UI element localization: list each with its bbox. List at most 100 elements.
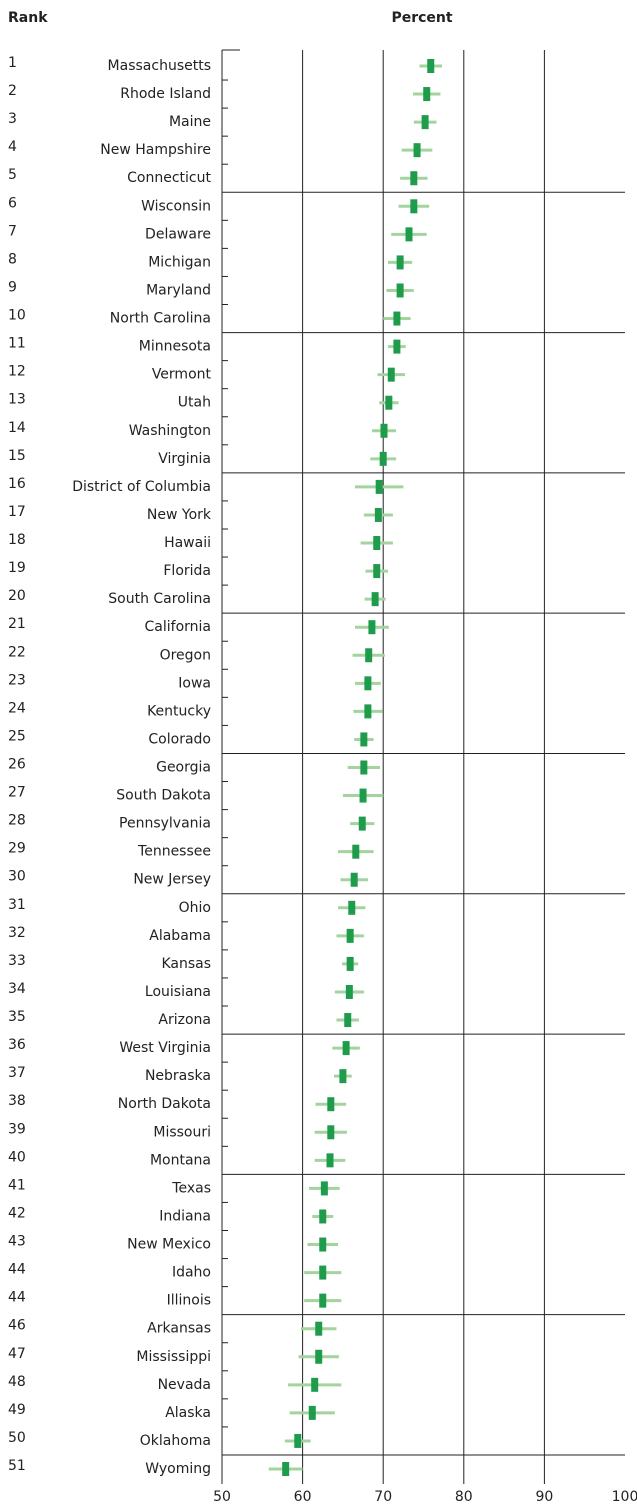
rank-label: 38: [8, 1093, 26, 1109]
rank-label: 22: [8, 644, 26, 660]
estimate-marker: [315, 1349, 323, 1364]
state-label: Georgia: [156, 760, 211, 776]
estimate-marker: [360, 732, 368, 747]
estimate-marker: [282, 1462, 290, 1476]
estimate-marker: [421, 115, 429, 130]
rank-label: 17: [8, 504, 26, 520]
estimate-marker: [396, 255, 404, 270]
estimate-marker: [326, 1153, 334, 1168]
estimate-marker: [413, 143, 421, 158]
rank-label: 18: [8, 532, 26, 548]
state-label: Arizona: [158, 1012, 211, 1028]
rank-label: 27: [8, 785, 26, 801]
state-label: Wisconsin: [141, 198, 211, 214]
estimate-marker: [359, 788, 367, 803]
estimate-marker: [375, 479, 383, 494]
rank-label: 3: [8, 111, 17, 127]
state-label: Kentucky: [147, 703, 211, 719]
x-tick-label: 80: [455, 1489, 473, 1505]
estimate-marker: [396, 283, 404, 298]
estimate-marker: [319, 1293, 327, 1308]
estimate-marker: [423, 87, 431, 102]
state-label: Idaho: [172, 1265, 211, 1281]
rank-label: 34: [8, 981, 26, 997]
state-label: California: [145, 619, 211, 635]
estimate-marker: [410, 171, 418, 186]
rank-label: 2: [8, 83, 17, 99]
rank-label: 33: [8, 953, 26, 969]
estimate-marker: [294, 1433, 302, 1448]
estimate-marker: [380, 423, 388, 438]
state-label: New Jersey: [133, 872, 211, 888]
estimate-marker: [368, 620, 376, 635]
state-label: Florida: [163, 563, 211, 579]
estimate-marker: [344, 1013, 352, 1028]
estimate-marker: [360, 760, 368, 775]
rank-label: 39: [8, 1121, 26, 1137]
state-label: South Carolina: [108, 591, 211, 607]
estimate-marker: [345, 984, 353, 999]
rank-label: 41: [8, 1177, 26, 1193]
x-tick-label: 60: [294, 1489, 312, 1505]
rank-label: 26: [8, 757, 26, 773]
state-label: South Dakota: [116, 788, 211, 804]
state-label: West Virginia: [119, 1040, 211, 1056]
rank-label: 19: [8, 560, 26, 576]
state-label: Texas: [171, 1180, 211, 1196]
rank-label: 28: [8, 813, 26, 829]
rank-label: 46: [8, 1318, 26, 1334]
rank-label: 40: [8, 1149, 26, 1165]
state-label: Pennsylvania: [119, 816, 211, 832]
state-label: Wyoming: [145, 1461, 211, 1477]
state-label: North Carolina: [110, 311, 211, 327]
rank-label: 51: [8, 1458, 26, 1474]
rank-label: 49: [8, 1402, 26, 1418]
estimate-marker: [319, 1209, 327, 1224]
state-label: Ohio: [179, 900, 211, 916]
state-label: Kansas: [161, 956, 211, 972]
x-tick-label: 50: [213, 1489, 231, 1505]
estimate-marker: [410, 199, 418, 214]
rank-label: 5: [8, 167, 17, 183]
rank-label: 35: [8, 1009, 26, 1025]
estimate-marker: [319, 1237, 327, 1252]
estimate-marker: [311, 1377, 319, 1392]
estimate-marker: [374, 507, 382, 522]
state-label: Iowa: [178, 675, 211, 691]
state-label: Washington: [129, 423, 211, 439]
rank-label: 10: [8, 308, 26, 324]
rank-label: 24: [8, 700, 26, 716]
rank-label: 50: [8, 1430, 26, 1446]
rank-label: 44: [8, 1290, 26, 1306]
state-label: Montana: [150, 1152, 211, 1168]
estimate-marker: [315, 1321, 323, 1336]
state-label: Colorado: [148, 731, 211, 747]
rank-label: 13: [8, 392, 26, 408]
rank-label: 43: [8, 1234, 26, 1250]
state-label: Delaware: [145, 226, 211, 242]
estimate-marker: [373, 564, 381, 579]
estimate-marker: [327, 1097, 335, 1112]
rank-label: 12: [8, 364, 26, 380]
rank-label: 7: [8, 223, 17, 239]
state-label: Oregon: [160, 647, 211, 663]
rank-label: 4: [8, 139, 17, 155]
estimate-marker: [339, 1069, 347, 1084]
state-label: Hawaii: [164, 535, 211, 551]
state-label: Indiana: [159, 1208, 211, 1224]
state-label: New Mexico: [127, 1237, 211, 1253]
estimate-marker: [348, 900, 356, 915]
state-label: Utah: [178, 395, 211, 411]
rank-label: 8: [8, 251, 17, 267]
state-label: Vermont: [152, 367, 212, 383]
estimate-marker: [346, 956, 354, 971]
estimate-marker: [352, 844, 360, 859]
estimate-marker: [365, 648, 373, 663]
rank-label: 29: [8, 841, 26, 857]
estimate-marker: [350, 872, 358, 887]
estimate-marker: [373, 536, 381, 551]
rank-label: 14: [8, 420, 26, 436]
state-label: New York: [147, 507, 212, 523]
rank-label: 6: [8, 195, 17, 211]
